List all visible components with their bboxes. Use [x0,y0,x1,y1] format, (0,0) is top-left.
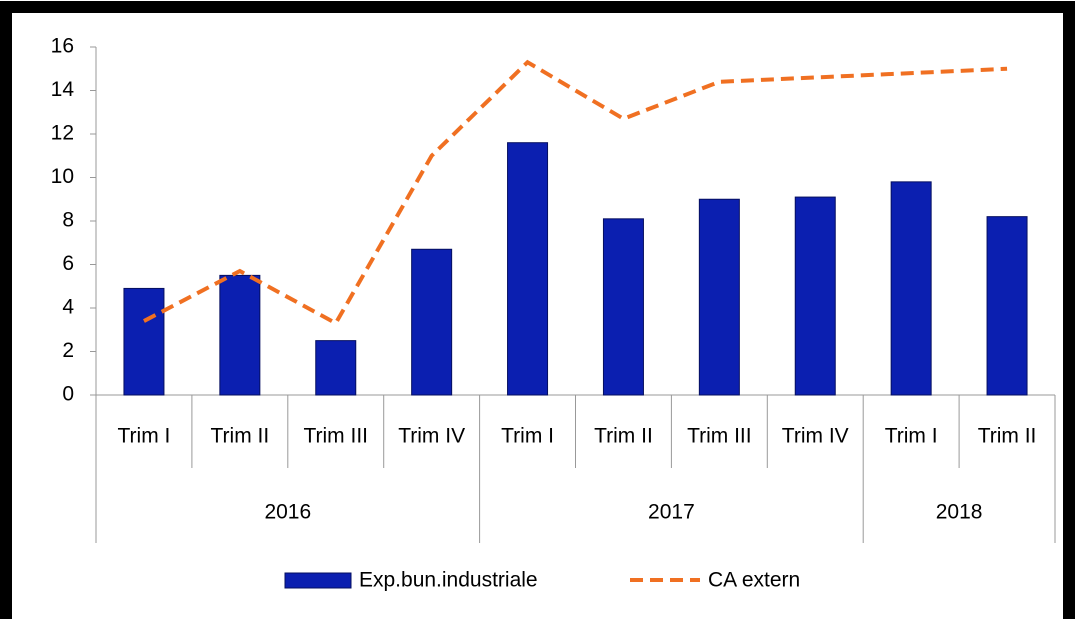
x-tick-label: Trim II [594,425,653,448]
x-tick-label: Trim II [978,425,1037,448]
y-tick-label: 4 [62,296,74,319]
y-tick-label: 2 [62,339,74,362]
bar [315,340,357,396]
bar [986,216,1028,396]
bar [698,198,740,396]
x-tick-label: Trim II [210,425,269,448]
x-tick-label: Trim III [687,425,752,448]
legend-swatch [284,572,352,589]
y-tick-label: 12 [51,122,74,145]
legend-label: Exp.bun.industriale [359,569,538,592]
bar [411,248,453,396]
x-tick-label: Trim IV [782,425,849,448]
x-tick-label: Trim I [118,425,171,448]
bar [890,181,932,396]
x-tick-label: Trim IV [398,425,465,448]
x-tick-label: Trim I [501,425,554,448]
y-tick-label: 6 [62,252,74,275]
x-tick-label: Trim III [303,425,368,448]
y-tick-label: 8 [62,209,74,232]
group-label: 2018 [936,501,983,524]
line [143,59,1008,326]
bar [507,142,549,396]
x-tick-label: Trim I [885,425,938,448]
y-tick-label: 14 [51,78,75,101]
group-label: 2016 [264,501,311,524]
group-label: 2017 [648,501,695,524]
y-tick-label: 16 [51,35,74,58]
y-tick-label: 0 [62,383,74,406]
bar [219,274,261,396]
bar [794,196,836,396]
y-tick-label: 10 [51,165,74,188]
bar [602,218,644,396]
bar [123,287,165,396]
legend-label: CA extern [708,569,800,592]
